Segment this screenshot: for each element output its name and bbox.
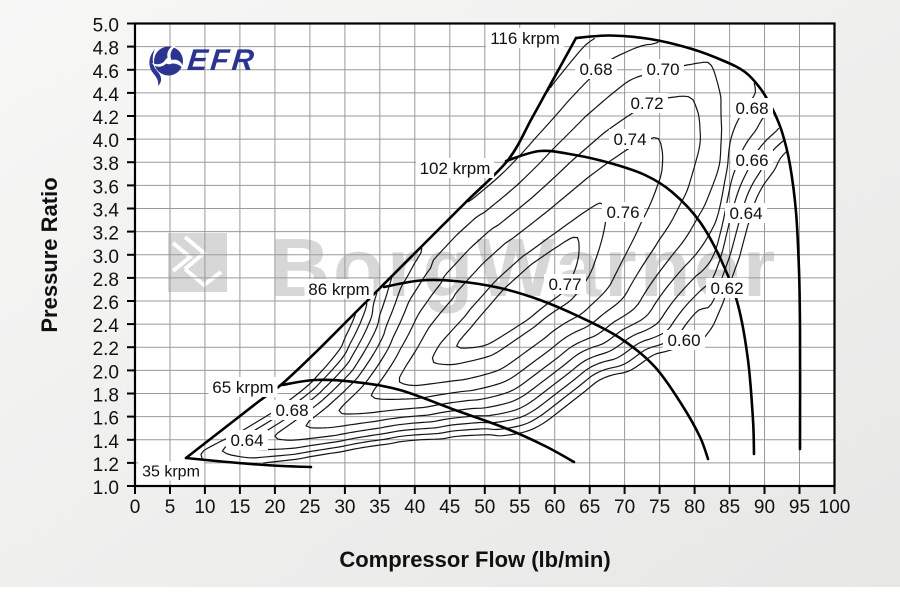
svg-text:5.0: 5.0 [93,16,119,37]
svg-text:102 krpm: 102 krpm [420,159,491,178]
svg-text:3.6: 3.6 [93,177,119,198]
svg-text:Pressure Ratio: Pressure Ratio [37,177,62,332]
svg-text:0.62: 0.62 [710,279,743,298]
svg-text:25: 25 [299,497,320,518]
svg-text:1.6: 1.6 [93,409,119,430]
svg-text:2.6: 2.6 [93,293,119,314]
svg-text:4.4: 4.4 [93,85,120,106]
svg-text:95: 95 [789,497,810,518]
svg-text:45: 45 [439,497,460,518]
svg-text:100: 100 [819,497,851,518]
svg-text:0.70: 0.70 [646,60,679,79]
svg-text:85: 85 [719,497,740,518]
svg-text:0.68: 0.68 [275,401,308,420]
svg-text:0.77: 0.77 [548,275,581,294]
svg-text:15: 15 [229,497,250,518]
svg-text:116 krpm: 116 krpm [490,29,560,48]
svg-text:1.8: 1.8 [93,386,119,407]
svg-text:3.2: 3.2 [93,224,119,245]
svg-text:55: 55 [509,497,530,518]
svg-text:0.64: 0.64 [729,204,762,223]
svg-text:65 krpm: 65 krpm [212,378,273,397]
svg-text:2.4: 2.4 [93,316,120,337]
svg-text:4.2: 4.2 [93,108,119,129]
svg-text:0.68: 0.68 [579,60,612,79]
svg-text:2.2: 2.2 [93,339,119,360]
svg-text:1.2: 1.2 [93,455,119,476]
svg-text:3.4: 3.4 [93,201,120,222]
svg-text:30: 30 [334,497,355,518]
svg-text:0.68: 0.68 [735,99,768,118]
svg-text:65: 65 [579,497,600,518]
svg-text:0.64: 0.64 [230,431,263,450]
svg-text:4.6: 4.6 [93,62,119,83]
svg-text:Compressor Flow (lb/min): Compressor Flow (lb/min) [339,547,610,572]
svg-text:70: 70 [614,497,635,518]
svg-text:3.8: 3.8 [93,154,119,175]
svg-text:4.0: 4.0 [93,131,119,152]
svg-text:86 krpm: 86 krpm [308,280,369,299]
svg-text:2.0: 2.0 [93,362,119,383]
svg-text:5: 5 [165,497,176,518]
svg-text:50: 50 [474,497,495,518]
svg-text:20: 20 [264,497,285,518]
svg-text:0.66: 0.66 [735,151,768,170]
svg-text:10: 10 [194,497,215,518]
svg-text:60: 60 [544,497,565,518]
svg-text:35 krpm: 35 krpm [142,464,200,481]
svg-text:90: 90 [754,497,775,518]
svg-text:0.72: 0.72 [630,94,663,113]
svg-text:0: 0 [130,497,141,518]
svg-text:80: 80 [684,497,705,518]
svg-text:BorgWarner: BorgWarner [270,221,779,314]
svg-text:2.8: 2.8 [93,270,119,291]
svg-text:75: 75 [649,497,670,518]
svg-text:0.74: 0.74 [613,130,646,149]
svg-text:0.76: 0.76 [606,203,639,222]
svg-text:40: 40 [404,497,425,518]
svg-text:0.60: 0.60 [667,331,700,350]
svg-text:EFR: EFR [186,44,258,77]
svg-text:3.0: 3.0 [93,247,119,268]
svg-text:35: 35 [369,497,390,518]
svg-text:1.0: 1.0 [93,478,119,499]
svg-text:4.8: 4.8 [93,39,119,60]
svg-text:1.4: 1.4 [93,432,120,453]
